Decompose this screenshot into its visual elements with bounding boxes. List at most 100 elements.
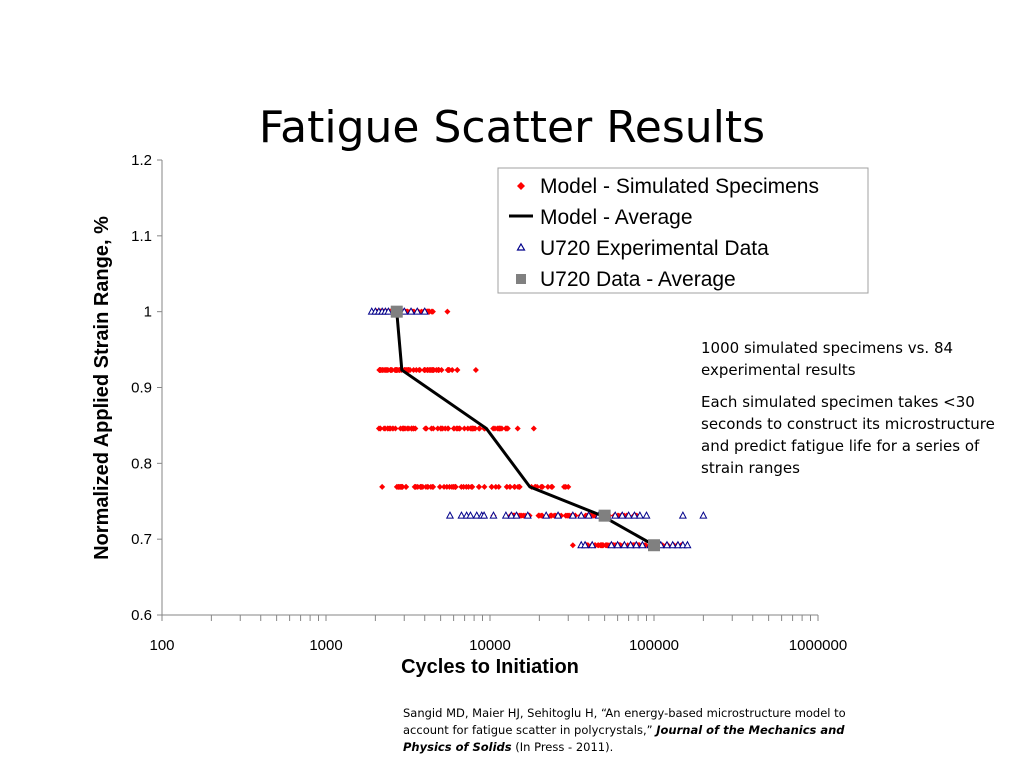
model-simulated-point <box>437 425 444 432</box>
model-simulated-point <box>511 483 518 490</box>
model-simulated-point <box>502 425 509 432</box>
model-simulated-point <box>400 425 407 432</box>
model-simulated-point <box>383 367 390 374</box>
model-simulated-point <box>392 425 399 432</box>
experimental-data-point <box>632 540 641 549</box>
model-simulated-point <box>464 425 471 432</box>
legend-label-experimental: U720 Experimental Data <box>540 237 769 260</box>
experimental-data-point <box>620 540 629 549</box>
model-simulated-point <box>379 483 386 490</box>
experimental-data-point <box>507 511 516 519</box>
citation: Sangid MD, Maier HJ, Sehitoglu H, “An en… <box>403 705 863 756</box>
model-simulated-point <box>539 483 546 490</box>
experimental-data-point <box>635 511 644 519</box>
experimental-data-point <box>489 511 498 519</box>
citation-status: (In Press - 2011). <box>515 740 614 754</box>
model-simulated-point <box>438 367 445 374</box>
experimental-data-point <box>662 540 672 549</box>
model-simulated-point <box>419 483 426 490</box>
model-simulated-point <box>536 512 543 519</box>
note-specimen-count: 1000 simulated specimens vs. 84 experime… <box>701 339 954 379</box>
model-simulated-point <box>506 483 513 490</box>
model-simulated-point <box>544 483 551 490</box>
x-axis-title: Cycles to Initiation <box>401 656 579 678</box>
experimental-data-point <box>554 511 563 519</box>
experimental-data-point <box>542 511 551 519</box>
model-simulated-point <box>403 483 410 490</box>
experimental-average-point <box>390 305 403 318</box>
model-simulated-point <box>497 425 504 432</box>
legend-item-experimental: U720 Experimental Data <box>516 237 769 260</box>
experimental-data-point <box>683 540 692 549</box>
model-simulated-point <box>460 483 467 490</box>
experimental-average-point <box>648 539 660 552</box>
experimental-data-point <box>445 511 454 519</box>
experimental-data-point <box>611 511 620 519</box>
model-simulated-point <box>416 367 423 374</box>
model-simulated-point <box>430 425 437 432</box>
chart-axes: 0.6 0.7 0.8 0.9 1 1.1 1.2 100 1000 10000 100000 100… <box>131 152 847 654</box>
y-tick-label: 0.9 <box>131 380 152 397</box>
experimental-data-point <box>588 540 597 549</box>
model-simulated-point <box>408 425 415 432</box>
y-tick-label: 1 <box>144 304 152 321</box>
model-simulated-point <box>387 367 394 374</box>
model-simulated-point <box>472 425 479 432</box>
legend-label-experimental-average: U720 Data - Average <box>540 268 736 291</box>
experimental-data-point <box>668 540 677 549</box>
y-tick-label: 0.6 <box>131 607 152 624</box>
experimental-data-point <box>630 511 639 519</box>
model-simulated-point <box>569 542 576 549</box>
experimental-data-point <box>678 511 687 519</box>
y-tick-label: 0.7 <box>131 531 152 548</box>
x-tick-label: 1000000 <box>789 637 847 654</box>
experimental-data-point <box>472 511 481 519</box>
model-simulated-point <box>461 425 468 432</box>
experimental-data-point <box>466 511 475 519</box>
experimental-data-point <box>523 511 532 519</box>
model-simulated-point <box>444 425 451 432</box>
model-simulated-point <box>412 483 419 490</box>
chart-legend: Model - Simulated Specimens Model - Aver… <box>497 167 869 294</box>
annotation-notes: 1000 simulated specimens vs. 84 experime… <box>701 337 1001 489</box>
experimental-data-point <box>457 511 466 519</box>
experimental-data-point <box>407 307 416 315</box>
model-simulated-point <box>429 308 436 315</box>
experimental-data-point <box>420 307 429 315</box>
x-tick-label: 100000 <box>629 637 679 654</box>
legend-label-model-average: Model - Average <box>540 206 693 229</box>
legend-label-model-simulated: Model - Simulated Specimens <box>540 175 819 198</box>
model-simulated-point <box>598 542 605 549</box>
model-simulated-point <box>395 483 402 490</box>
model-simulated-point <box>384 425 391 432</box>
model-simulated-point <box>481 483 488 490</box>
experimental-data-point <box>638 540 647 549</box>
model-simulated-point <box>491 425 498 432</box>
model-simulated-point <box>475 483 482 490</box>
legend-square-marker <box>516 274 526 284</box>
experimental-data-point <box>607 540 616 549</box>
y-tick-label: 1.1 <box>131 228 152 245</box>
legend-box <box>497 167 869 294</box>
legend-item-model-simulated: Model - Simulated Specimens <box>517 175 819 198</box>
legend-diamond-marker <box>517 182 525 190</box>
y-axis-title: Normalized Applied Strain Range, % <box>91 216 113 560</box>
model-simulated-point <box>530 425 537 432</box>
note-simulation-time: Each simulated specimen takes <30 second… <box>701 393 995 477</box>
model-simulated-point <box>427 483 434 490</box>
model-simulated-point <box>399 483 406 490</box>
model-simulated-point <box>488 483 495 490</box>
model-simulated-point <box>451 483 458 490</box>
experimental-average-point <box>598 509 611 522</box>
experimental-data-point <box>613 540 622 549</box>
model-simulated-point <box>469 483 476 490</box>
x-tick-label: 10000 <box>469 637 511 654</box>
experimental-data-point <box>384 307 393 315</box>
model-simulated-point <box>548 512 555 519</box>
y-tick-label: 1.2 <box>131 152 152 169</box>
experimental-data-point <box>626 540 635 549</box>
x-tick-label: 1000 <box>309 637 342 654</box>
legend-triangle-marker <box>516 242 526 251</box>
model-simulated-point <box>454 425 461 432</box>
